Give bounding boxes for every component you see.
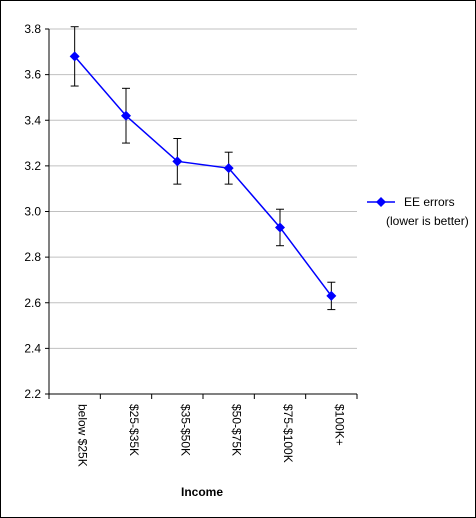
data-point-marker: [275, 222, 285, 233]
y-tick-label: 3.2: [24, 159, 41, 173]
data-point-marker: [69, 51, 80, 62]
x-tick-label: $50-$75K: [230, 404, 244, 456]
y-tick-label: 2.2: [24, 387, 41, 401]
legend-diamond-swatch: [376, 197, 386, 207]
x-tick-label: $100K+: [332, 404, 346, 446]
gridlines: [49, 28, 357, 349]
y-tick-label: 3.4: [24, 113, 41, 127]
series-line: [74, 55, 332, 297]
x-tick-label: $25-$35K: [127, 404, 141, 456]
x-tick-label: $35-$50K: [178, 404, 192, 456]
legend-label-note: (lower is better): [386, 214, 469, 228]
series-lines: [74, 55, 332, 297]
y-tick-label: 2.6: [24, 296, 41, 310]
y-tick-label: 2.4: [24, 341, 41, 355]
x-axis-ticks: below $25K $25-$35K $35-$50K $50-$75K $75-$1…: [48, 394, 358, 467]
legend: EE errors (lower is better): [367, 195, 469, 228]
y-tick-label: 3.8: [24, 22, 41, 36]
y-axis-ticks: 2.2 2.4 2.6 2.8 3.0 3.2 3.4 3.6 3.8: [24, 22, 49, 401]
data-point-marker: [326, 290, 337, 301]
y-tick-label: 3.0: [24, 205, 41, 219]
x-tick-label: below $25K: [76, 404, 90, 467]
error-bars: [70, 26, 336, 311]
y-tick-label: 2.8: [24, 250, 41, 264]
x-tick-label: $75-$100K: [281, 404, 295, 463]
legend-label-series: EE errors: [404, 195, 455, 209]
data-point-marker: [121, 110, 131, 121]
y-tick-label: 3.6: [24, 68, 41, 82]
data-point-marker: [223, 163, 234, 174]
data-point-marker: [172, 156, 183, 167]
data-markers: [69, 51, 337, 301]
x-axis-title: Income: [181, 485, 223, 499]
